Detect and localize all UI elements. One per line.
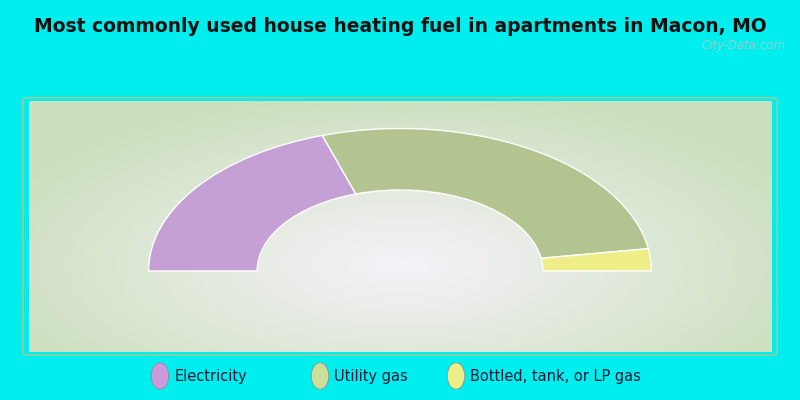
Text: Bottled, tank, or LP gas: Bottled, tank, or LP gas <box>470 368 642 384</box>
Ellipse shape <box>447 363 465 389</box>
Text: City-Data.com: City-Data.com <box>702 40 786 52</box>
Wedge shape <box>322 128 648 258</box>
Ellipse shape <box>311 363 329 389</box>
Wedge shape <box>149 136 356 271</box>
Text: Electricity: Electricity <box>174 368 247 384</box>
Text: Utility gas: Utility gas <box>334 368 408 384</box>
Ellipse shape <box>151 363 169 389</box>
Text: Most commonly used house heating fuel in apartments in Macon, MO: Most commonly used house heating fuel in… <box>34 17 766 36</box>
Wedge shape <box>541 249 651 271</box>
